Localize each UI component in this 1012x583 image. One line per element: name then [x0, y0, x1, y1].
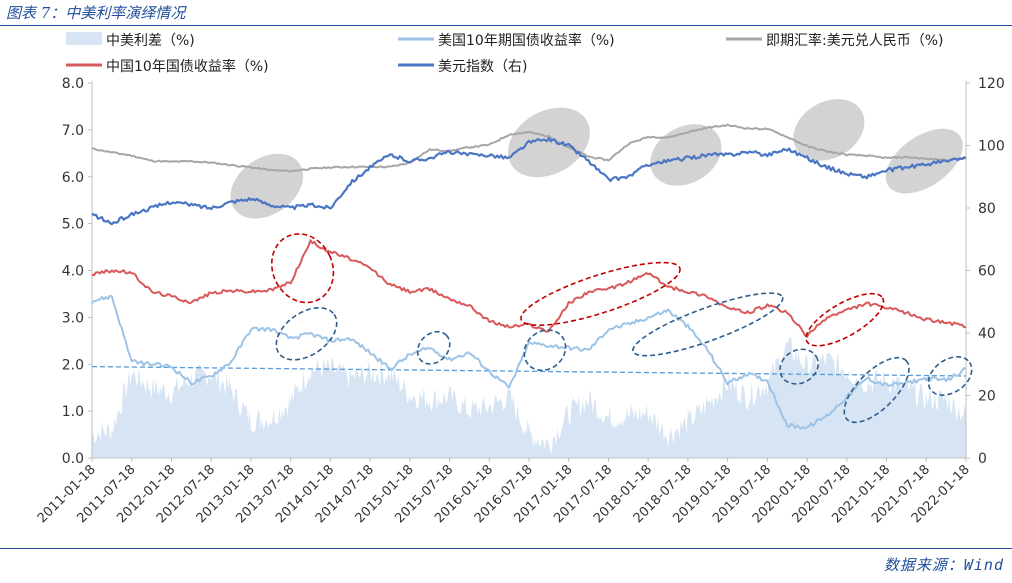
y-left-tick-label: 0.0: [62, 451, 84, 467]
legend-label-cn10y: 中国10年国债收益率（%): [106, 58, 269, 75]
y-left-tick-label: 3.0: [62, 310, 84, 326]
annotation-ellipse-blue-13: [779, 348, 819, 385]
figure-title: 图表 7：中美利率演绎情况: [6, 4, 186, 22]
legend-label-dxy: 美元指数（右): [438, 59, 527, 75]
bottom-rule: [0, 548, 1012, 549]
annotation-ellipse-grey-2: [507, 107, 590, 178]
y-right-tick-label: 80: [978, 201, 996, 217]
annotation-ellipse-red-6: [270, 233, 335, 304]
y-right-tick-label: 100: [978, 139, 1005, 155]
legend-item-spread: 中美利差（%): [66, 32, 195, 49]
y-left-tick-label: 7.0: [62, 123, 84, 139]
annotation-ellipse-blue-11: [523, 329, 567, 372]
legend-label-usdcny: 即期汇率:美元兑人民币（%): [766, 32, 943, 49]
annotation-ellipse-grey-3: [650, 124, 722, 186]
series-usdcny-line: [92, 123, 967, 173]
y-right-tick-label: 0: [978, 451, 987, 467]
legend-swatch-spread: [66, 32, 102, 45]
title-rule: [0, 25, 1012, 26]
y-left-tick-label: 1.0: [62, 404, 84, 420]
series-us10y-line: [91, 294, 967, 430]
legend-item-cn10y: 中国10年国债收益率（%): [66, 58, 269, 75]
trend-line: [91, 365, 967, 377]
legend-label-us10y: 美国10年期国债收益率（%): [438, 32, 615, 49]
y-left-tick-label: 2.0: [62, 357, 84, 373]
y-right-tick-label: 60: [978, 264, 996, 280]
y-left-tick-label: 4.0: [62, 264, 84, 280]
plot-area: 0.0 1.0 2.0 3.0 4.0 5.0 6.0 7.0 8.0 0 20 40 60 80 100 1…: [35, 76, 1005, 526]
legend-label-spread: 中美利差（%): [106, 33, 195, 49]
annotation-ellipse-blue-10: [416, 330, 451, 365]
legend-item-us10y: 美国10年期国债收益率（%): [398, 32, 615, 49]
y-right-tick-label: 120: [978, 76, 1005, 92]
y-left-tick-label: 5.0: [62, 217, 84, 233]
annotation-ellipse-blue-14: [843, 356, 910, 424]
series-cn10y-line: [91, 239, 967, 338]
annotation-ellipse-blue-15: [927, 356, 973, 396]
annotation-ellipse-red-7: [520, 261, 681, 327]
legend-item-usdcny: 即期汇率:美元兑人民币（%): [726, 32, 943, 49]
legend: 中美利差（%) 美国10年期国债收益率（%) 即期汇率:美元兑人民币（%) 中国10年…: [66, 32, 943, 75]
annotation-ellipse-grey-4: [793, 99, 865, 161]
annotation-ellipse-blue-9: [275, 307, 338, 361]
annotation-ellipse-grey-5: [885, 128, 963, 194]
legend-item-dxy: 美元指数（右): [398, 59, 527, 75]
annotation-ellipse-red-8: [805, 292, 885, 347]
source-note: 数据来源：Wind: [883, 556, 1004, 574]
chart: 中美利差（%) 美国10年期国债收益率（%) 即期汇率:美元兑人民币（%) 中国10年…: [35, 32, 1005, 526]
y-left-tick-label: 6.0: [62, 170, 84, 186]
series-dxy-line: [91, 136, 967, 226]
y-right-tick-label: 40: [978, 326, 996, 342]
series-spread-area: [92, 336, 966, 458]
annotation-ellipse-grey-1: [230, 153, 304, 219]
y-right-tick-label: 20: [978, 389, 996, 405]
annotation-ellipse-blue-12: [632, 292, 784, 357]
y-left-tick-label: 8.0: [62, 76, 84, 92]
